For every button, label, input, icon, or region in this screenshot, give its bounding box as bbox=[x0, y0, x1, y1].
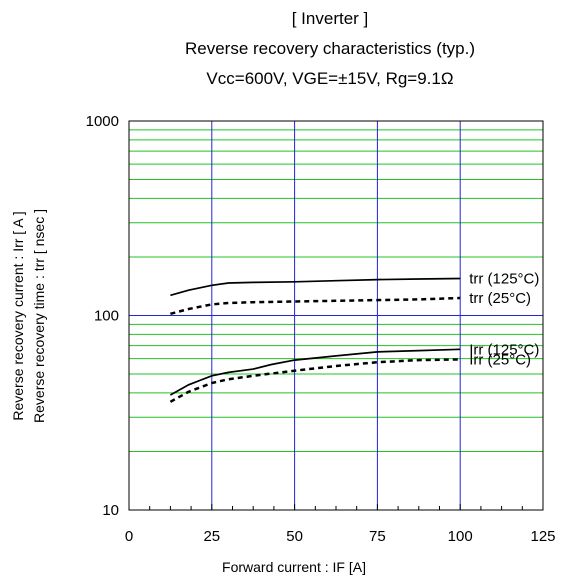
y-tick-label: 10 bbox=[102, 502, 119, 519]
series-label: Irr (25°C) bbox=[469, 351, 531, 368]
series-label: trr (125°C) bbox=[469, 270, 539, 287]
title-line: Reverse recovery characteristics (typ.) bbox=[185, 39, 475, 58]
grid-major bbox=[129, 121, 543, 510]
grid-minor bbox=[129, 129, 543, 452]
y-tick-label: 100 bbox=[94, 308, 119, 325]
series-label: trr (25°C) bbox=[469, 290, 531, 307]
series-layer bbox=[169, 277, 461, 403]
title-line: Vcc=600V, VGE=±15V, Rg=9.1Ω bbox=[206, 69, 453, 88]
series-line bbox=[170, 277, 461, 297]
chart-title: [ Inverter ] Reverse recovery characteri… bbox=[185, 9, 475, 88]
y-tick-label: 1000 bbox=[86, 113, 119, 130]
series-line bbox=[170, 296, 461, 316]
x-tick-label: 75 bbox=[369, 528, 386, 545]
y-axis: 10 100 1000 bbox=[86, 113, 119, 519]
series-label: Irr (125°C) bbox=[469, 341, 539, 358]
x-axis: 0 25 50 75 100 125 bbox=[125, 504, 556, 545]
series-labels: trr (125°C) trr (25°C) Irr (125°C)Irr (25°… bbox=[469, 270, 539, 368]
y-axis-label: Reverse recovery time : trr [ nsec ] bbox=[31, 209, 47, 423]
x-tick-label: 125 bbox=[530, 528, 555, 545]
x-tick-label: 100 bbox=[448, 528, 473, 545]
x-tick-label: 0 bbox=[125, 528, 133, 545]
series-line bbox=[169, 348, 461, 396]
x-tick-label: 25 bbox=[203, 528, 220, 545]
y-axis-label: Reverse recovery current : Irr [ A ] bbox=[10, 211, 26, 420]
series-line bbox=[169, 358, 461, 403]
title-line: [ Inverter ] bbox=[292, 9, 369, 28]
x-tick-label: 50 bbox=[286, 528, 303, 545]
x-axis-label: Forward current : IF [A] bbox=[222, 559, 366, 575]
